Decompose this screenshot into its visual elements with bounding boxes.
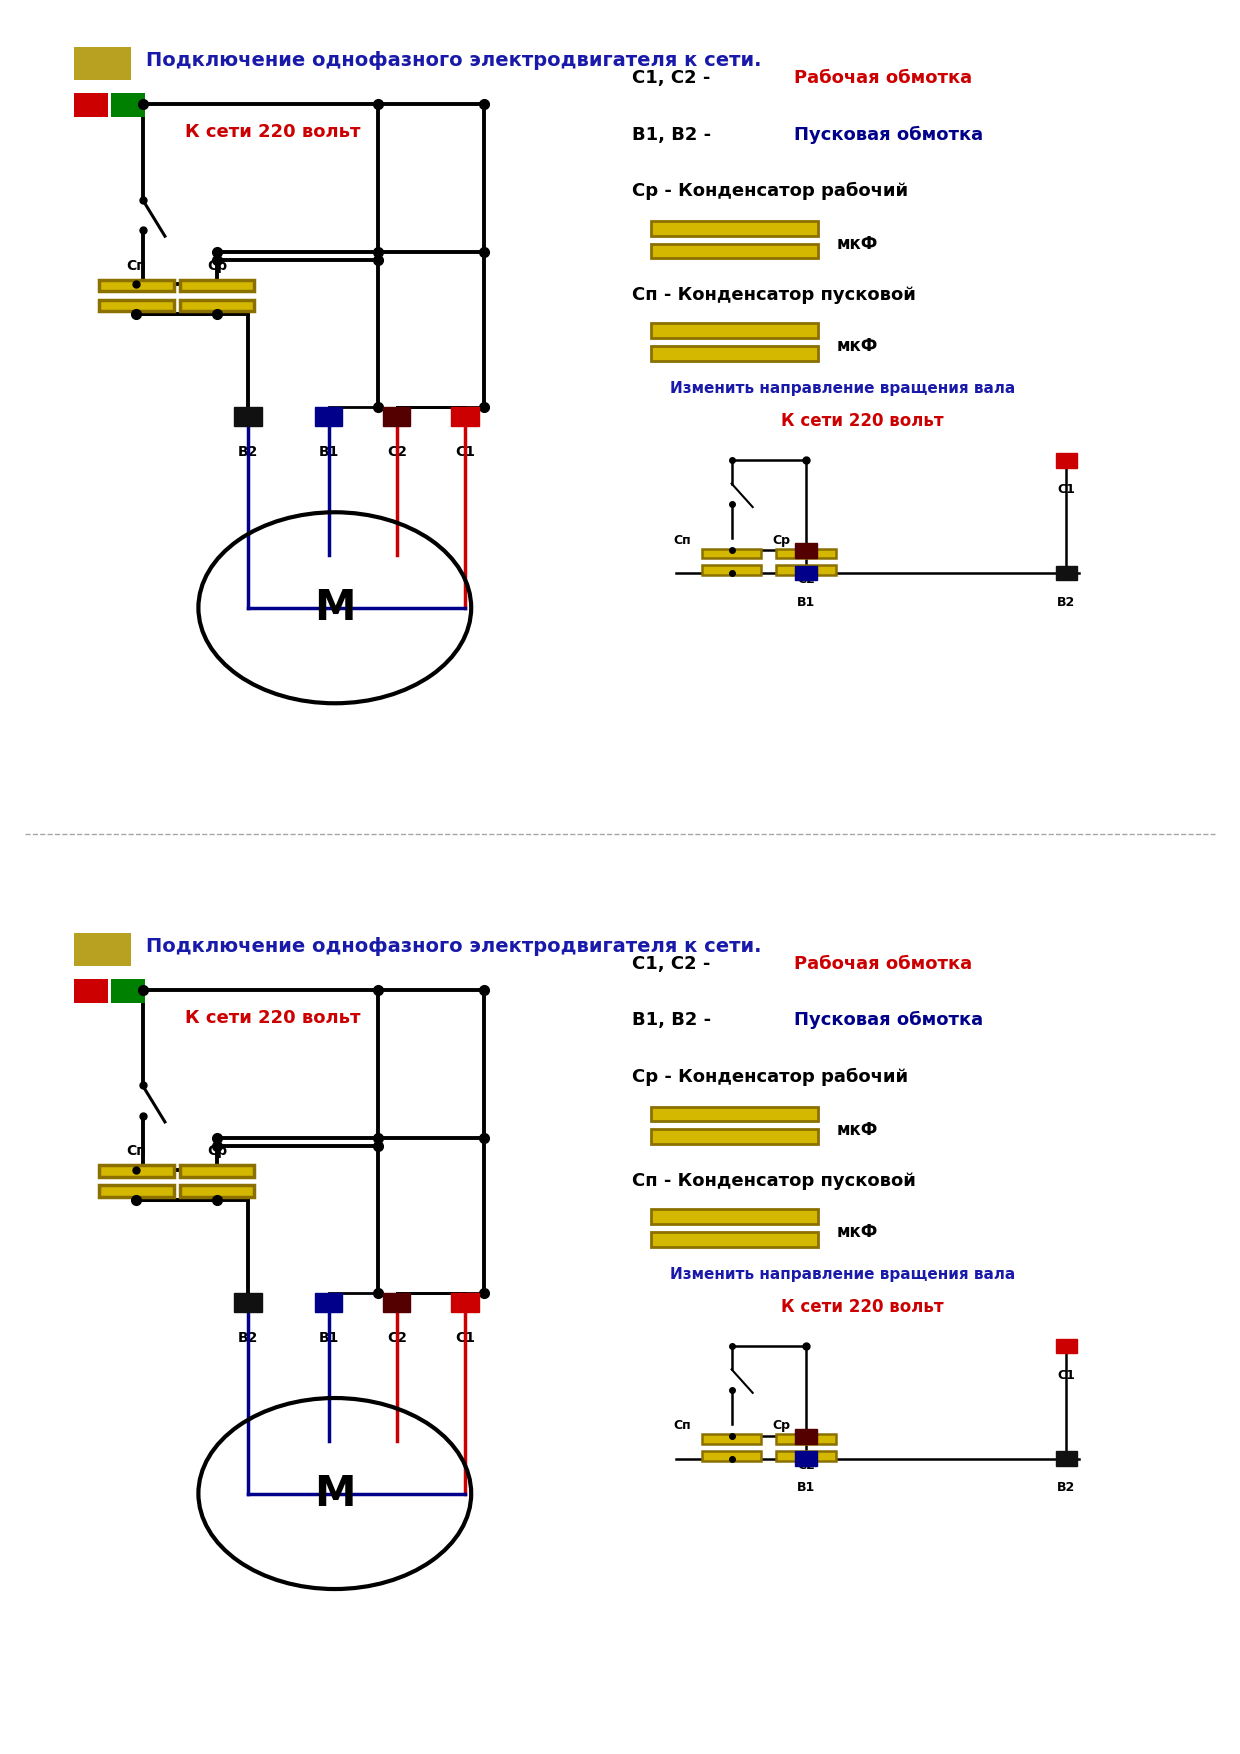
FancyBboxPatch shape	[776, 549, 836, 558]
FancyBboxPatch shape	[651, 323, 818, 339]
Text: Подключение однофазного электродвигателя к сети.: Подключение однофазного электродвигателя…	[146, 937, 761, 956]
Text: мкФ: мкФ	[837, 1223, 878, 1242]
FancyBboxPatch shape	[180, 300, 254, 310]
Bar	[796, 1451, 817, 1466]
FancyBboxPatch shape	[776, 1435, 836, 1444]
Bar	[234, 1293, 262, 1312]
Bar	[383, 1293, 410, 1312]
FancyBboxPatch shape	[702, 565, 761, 575]
FancyBboxPatch shape	[99, 300, 174, 310]
Bar	[796, 565, 817, 581]
Text: С2: С2	[387, 446, 407, 460]
Bar	[74, 93, 108, 118]
Text: С1, С2 -: С1, С2 -	[632, 954, 717, 973]
Text: Сп - Конденсатор пусковой: Сп - Конденсатор пусковой	[632, 286, 916, 303]
Bar	[1056, 565, 1076, 581]
Text: Рабочая обмотка: Рабочая обмотка	[794, 68, 972, 88]
Text: Ср - Конденсатор рабочий: Ср - Конденсатор рабочий	[632, 1068, 909, 1086]
FancyBboxPatch shape	[180, 1165, 254, 1177]
FancyBboxPatch shape	[702, 549, 761, 558]
Text: С1: С1	[455, 446, 475, 460]
Bar	[1056, 1451, 1076, 1466]
Text: В1, В2 -: В1, В2 -	[632, 126, 718, 144]
Text: С2: С2	[797, 1459, 815, 1472]
Text: Сп - Конденсатор пусковой: Сп - Конденсатор пусковой	[632, 1172, 916, 1189]
FancyBboxPatch shape	[651, 221, 818, 235]
Bar	[383, 407, 410, 426]
Text: В1, В2 -: В1, В2 -	[632, 1012, 718, 1030]
Text: Ср: Ср	[207, 258, 227, 272]
Bar	[315, 1293, 342, 1312]
Text: Ср: Ср	[773, 1419, 791, 1433]
Bar	[796, 544, 817, 558]
Text: Сп: Сп	[673, 1419, 691, 1433]
Text: Изменить направление вращения вала: Изменить направление вращения вала	[670, 1266, 1014, 1282]
Text: В1: В1	[319, 446, 339, 460]
Bar	[1056, 453, 1076, 468]
FancyBboxPatch shape	[776, 565, 836, 575]
FancyBboxPatch shape	[651, 1231, 818, 1247]
Text: В1: В1	[797, 596, 815, 609]
Bar	[112, 93, 145, 118]
FancyBboxPatch shape	[776, 1451, 836, 1461]
Bar	[234, 407, 262, 426]
FancyBboxPatch shape	[702, 1451, 761, 1461]
Text: В2: В2	[238, 1331, 258, 1345]
Text: мкФ: мкФ	[837, 337, 878, 356]
Text: К сети 220 вольт: К сети 220 вольт	[781, 1298, 944, 1316]
Text: Пусковая обмотка: Пусковая обмотка	[794, 1012, 983, 1030]
Text: К сети 220 вольт: К сети 220 вольт	[185, 1009, 361, 1026]
FancyBboxPatch shape	[180, 1186, 254, 1196]
Text: В2: В2	[238, 446, 258, 460]
Text: М: М	[314, 588, 356, 628]
Bar	[74, 979, 108, 1003]
Bar	[112, 979, 145, 1003]
FancyBboxPatch shape	[651, 244, 818, 258]
Text: Рабочая обмотка: Рабочая обмотка	[794, 954, 972, 973]
Text: В1: В1	[797, 1482, 815, 1494]
Text: С2: С2	[797, 574, 815, 586]
Text: Пусковая обмотка: Пусковая обмотка	[794, 126, 983, 144]
Text: Сп: Сп	[126, 1144, 146, 1158]
FancyBboxPatch shape	[651, 1107, 818, 1121]
FancyBboxPatch shape	[180, 279, 254, 291]
Text: С2: С2	[387, 1331, 407, 1345]
Text: В2: В2	[1058, 596, 1075, 609]
FancyBboxPatch shape	[702, 1435, 761, 1444]
Text: Ср: Ср	[773, 533, 791, 547]
Text: Ср - Конденсатор рабочий: Ср - Конденсатор рабочий	[632, 182, 909, 200]
Text: В1: В1	[319, 1331, 339, 1345]
Text: С1: С1	[455, 1331, 475, 1345]
Text: К сети 220 вольт: К сети 220 вольт	[781, 412, 944, 430]
Text: С1: С1	[1058, 1368, 1075, 1382]
FancyBboxPatch shape	[99, 1186, 174, 1196]
Text: Изменить направление вращения вала: Изменить направление вращения вала	[670, 381, 1014, 396]
FancyBboxPatch shape	[99, 279, 174, 291]
Bar	[796, 1430, 817, 1444]
Text: мкФ: мкФ	[837, 1121, 878, 1138]
Bar	[74, 933, 131, 966]
Bar	[451, 407, 479, 426]
Text: С1, С2 -: С1, С2 -	[632, 68, 717, 88]
Bar	[74, 47, 131, 81]
Text: Сп: Сп	[673, 533, 691, 547]
Text: Подключение однофазного электродвигателя к сети.: Подключение однофазного электродвигателя…	[146, 51, 761, 70]
Bar	[1056, 1338, 1076, 1354]
Text: В2: В2	[1058, 1482, 1075, 1494]
Text: М: М	[314, 1473, 356, 1514]
Text: мкФ: мкФ	[837, 235, 878, 253]
Bar	[315, 407, 342, 426]
FancyBboxPatch shape	[651, 1130, 818, 1144]
Bar	[451, 1293, 479, 1312]
Text: Ср: Ср	[207, 1144, 227, 1158]
Text: К сети 220 вольт: К сети 220 вольт	[185, 123, 361, 140]
Text: Сп: Сп	[126, 258, 146, 272]
FancyBboxPatch shape	[651, 1209, 818, 1224]
Text: С1: С1	[1058, 482, 1075, 496]
FancyBboxPatch shape	[651, 346, 818, 361]
FancyBboxPatch shape	[99, 1165, 174, 1177]
